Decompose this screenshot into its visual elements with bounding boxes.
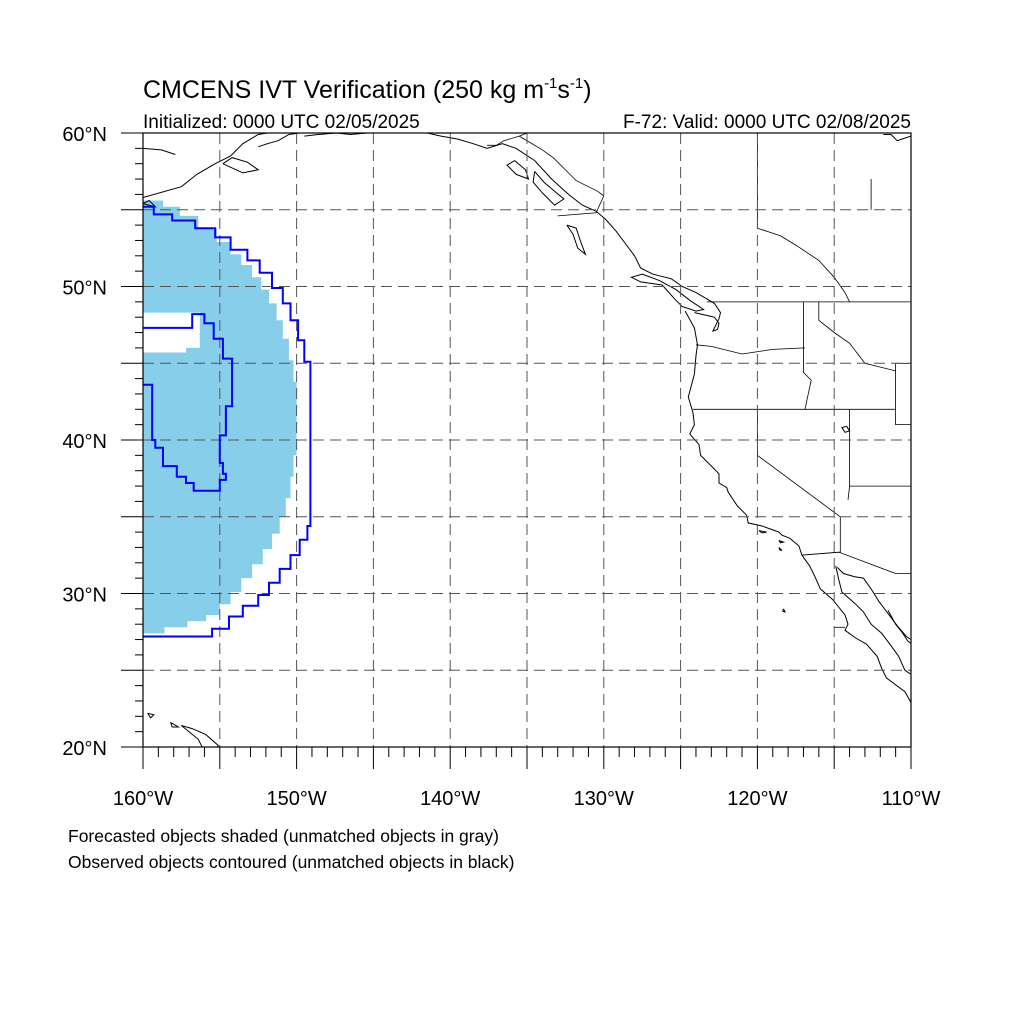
coastline-segment xyxy=(841,425,851,433)
lat-label: 30°N xyxy=(62,585,107,607)
lat-label: 40°N xyxy=(62,431,107,453)
lat-label: 50°N xyxy=(62,278,107,300)
coastline-segment xyxy=(566,224,587,256)
coastline-segment xyxy=(782,608,786,613)
coastline-segment xyxy=(835,565,911,703)
coastline-segment xyxy=(143,133,268,198)
observed-object-contour-outer xyxy=(143,205,312,638)
political-border-layer xyxy=(487,133,911,628)
lat-label: 60°N xyxy=(62,124,107,146)
lon-label: 140°W xyxy=(420,788,480,810)
coastline-segment xyxy=(304,133,368,137)
lon-label: 120°W xyxy=(727,788,787,810)
coastline-segment xyxy=(630,273,705,312)
coastline-segment xyxy=(532,171,565,206)
border-segment xyxy=(847,409,850,500)
valid-time-label: F-72: Valid: 0000 UTC 02/08/2025 xyxy=(623,112,911,133)
border-segment xyxy=(487,133,528,146)
axis-ticks xyxy=(121,132,912,769)
footnote-forecast: Forecasted objects shaded (unmatched obj… xyxy=(68,826,499,846)
border-segment xyxy=(801,551,911,574)
coastline-segment xyxy=(143,199,157,208)
coastline-segment xyxy=(222,157,260,174)
coastline-segment xyxy=(143,147,176,155)
coastline-segment xyxy=(684,310,911,703)
map-title: CMCENS IVT Verification (250 kg m-1s-1) xyxy=(143,75,592,104)
coastline-segment xyxy=(181,725,219,747)
border-segment xyxy=(695,344,806,355)
border-segment xyxy=(818,301,896,372)
coastline-segment xyxy=(427,133,722,332)
plot-frame xyxy=(142,132,912,748)
coastline-layer xyxy=(143,133,911,747)
forecast-object-shaded xyxy=(143,200,297,634)
coastline-segment xyxy=(506,160,530,180)
coastline-segment xyxy=(147,712,155,719)
coastline-segment xyxy=(778,540,786,544)
lon-label: 110°W xyxy=(882,788,941,810)
dashed-gridlines xyxy=(143,133,911,747)
coastline-segment xyxy=(887,610,911,644)
observed-object-contour-inner xyxy=(143,313,234,492)
lon-label: 150°W xyxy=(266,788,326,810)
border-segment xyxy=(895,363,911,425)
border-segment xyxy=(757,133,850,303)
lat-label: 20°N xyxy=(62,738,107,760)
coastline-segment xyxy=(758,530,767,534)
coastline-segment xyxy=(883,134,911,142)
plot-area xyxy=(143,133,911,747)
lon-label: 130°W xyxy=(574,788,634,810)
border-segment xyxy=(519,135,605,217)
coastline-segment xyxy=(170,721,181,728)
border-segment xyxy=(757,409,841,556)
coastline-segment xyxy=(258,133,300,148)
axis-labels: 60°N 50°N 40°N 30°N 20°N 160°W 150°W 140°W 130°W… xyxy=(62,124,940,810)
init-time-label: Initialized: 0000 UTC 02/05/2025 xyxy=(143,112,420,133)
border-segment xyxy=(803,301,812,410)
footnote-observed: Observed objects contoured (unmatched ob… xyxy=(68,852,515,872)
lon-label: 160°W xyxy=(113,788,173,810)
coastline-segment xyxy=(778,547,783,551)
